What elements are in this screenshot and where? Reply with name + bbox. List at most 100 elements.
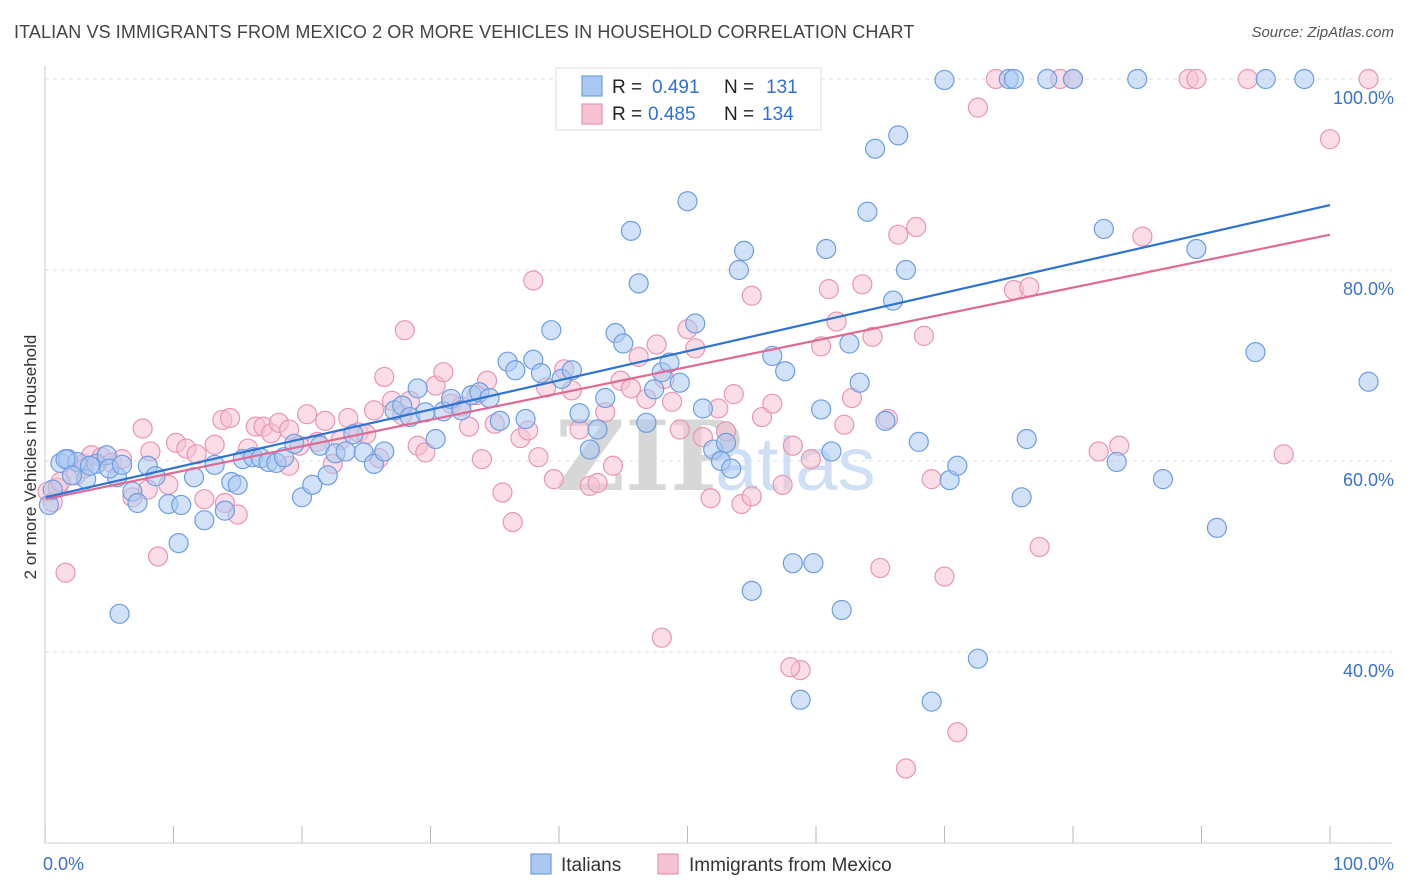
mexico-point	[543, 469, 564, 490]
stats-mexico-r-value: 0.485	[648, 104, 696, 125]
italians-point	[733, 240, 755, 261]
y-axis-title: 2 or more Vehicles in Household	[21, 335, 40, 580]
stats-box: R = 0.491 N = 131 R = 0.485 N = 134	[555, 67, 822, 131]
italians-point	[515, 408, 536, 430]
italians-point	[425, 428, 446, 450]
mexico-point	[55, 562, 76, 583]
italians-point	[335, 441, 356, 462]
stats-mexico-n-label: N =	[724, 104, 754, 125]
legend-mexico-swatch	[657, 853, 679, 875]
mexico-point	[1132, 226, 1153, 247]
y-tick-label-100: 100.0%	[1333, 88, 1394, 108]
mexico-point	[818, 279, 839, 300]
mexico-point	[471, 448, 492, 470]
mexico-point	[1237, 68, 1258, 90]
italians-point	[947, 455, 968, 476]
mexico-point	[363, 400, 385, 421]
italians-point	[569, 403, 590, 424]
italians-point	[1016, 428, 1037, 450]
stats-italians-r-value: 0.491	[652, 77, 700, 98]
italians-point	[1186, 238, 1207, 260]
mexico-trendline	[44, 233, 1331, 501]
italians-point	[1127, 68, 1148, 90]
italians-point	[865, 138, 886, 159]
italians-point	[882, 290, 904, 311]
mexico-point	[528, 447, 549, 468]
x-tick-label-min: 0.0%	[43, 854, 84, 874]
stats-mexico-r-label: R =	[612, 104, 642, 125]
italians-point	[505, 360, 526, 381]
mexico-point	[772, 474, 793, 495]
italians-point	[908, 431, 929, 452]
italians-point	[227, 474, 248, 495]
italians-point	[61, 465, 83, 486]
italians-point	[194, 510, 215, 531]
italians-point	[587, 419, 608, 440]
mexico-point	[1273, 444, 1294, 465]
x-tick-label-max: 100.0%	[1333, 854, 1394, 874]
chart-title: ITALIAN VS IMMIGRANTS FROM MEXICO 2 OR M…	[14, 22, 915, 42]
mexico-point	[1029, 536, 1050, 558]
italians-point	[643, 379, 665, 400]
y-tick-label-80: 80.0%	[1343, 279, 1394, 299]
italians-points	[38, 68, 1379, 712]
italians-point	[816, 238, 837, 260]
italians-point	[849, 372, 870, 393]
italians-point	[934, 69, 955, 91]
mexico-point	[800, 448, 821, 470]
italians-point	[677, 191, 698, 212]
mexico-point	[782, 435, 803, 456]
mexico-point	[147, 546, 169, 567]
italians-point	[1003, 68, 1024, 90]
italians-trendline	[44, 203, 1331, 499]
mexico-point	[415, 442, 436, 463]
italians-point	[669, 372, 690, 393]
stats-italians-n-label: N =	[724, 77, 754, 98]
italians-point	[921, 691, 942, 712]
mexico-point	[700, 488, 721, 509]
italians-point	[741, 580, 762, 601]
italians-point	[857, 201, 878, 222]
mexico-point	[602, 455, 624, 476]
italians-point	[1294, 68, 1315, 90]
italians-point	[579, 439, 600, 460]
mexico-point	[1319, 129, 1341, 150]
italians-point	[782, 553, 803, 574]
mexico-point	[297, 404, 318, 425]
mexico-point	[492, 482, 513, 503]
italians-point	[620, 220, 642, 241]
mexico-point	[947, 722, 968, 743]
legend-italians-label: Italians	[561, 855, 621, 876]
mexico-point	[741, 285, 762, 306]
mexico-point	[394, 320, 415, 341]
stats-mexico-n-value: 134	[762, 104, 794, 125]
trendlines	[44, 203, 1331, 501]
italians-point	[1152, 469, 1174, 490]
italians-point	[317, 465, 338, 486]
mexico-point	[1088, 441, 1109, 462]
mexico-point	[204, 434, 225, 455]
italians-point	[1106, 451, 1127, 473]
mexico-point	[1019, 277, 1040, 298]
stats-italians-n-value: 131	[766, 77, 798, 98]
italians-point	[692, 398, 714, 419]
mexico-point	[132, 418, 153, 439]
mexico-point	[1358, 68, 1379, 90]
mexico-point	[888, 224, 909, 245]
mexico-point	[669, 419, 690, 440]
mexico-point	[762, 393, 783, 414]
italians-point	[1206, 517, 1228, 538]
mexico-point	[811, 336, 832, 357]
mexico-point	[751, 406, 773, 428]
axes	[44, 66, 1392, 844]
mexico-point	[219, 407, 241, 429]
italians-point	[530, 363, 552, 384]
mexico-point	[741, 486, 762, 507]
italians-point	[728, 259, 750, 281]
italians-point	[888, 125, 909, 146]
italians-point	[721, 458, 742, 479]
italians-point	[273, 447, 295, 468]
mexico-point	[934, 566, 955, 587]
mexico-point	[646, 334, 667, 355]
italians-point	[1245, 342, 1266, 363]
